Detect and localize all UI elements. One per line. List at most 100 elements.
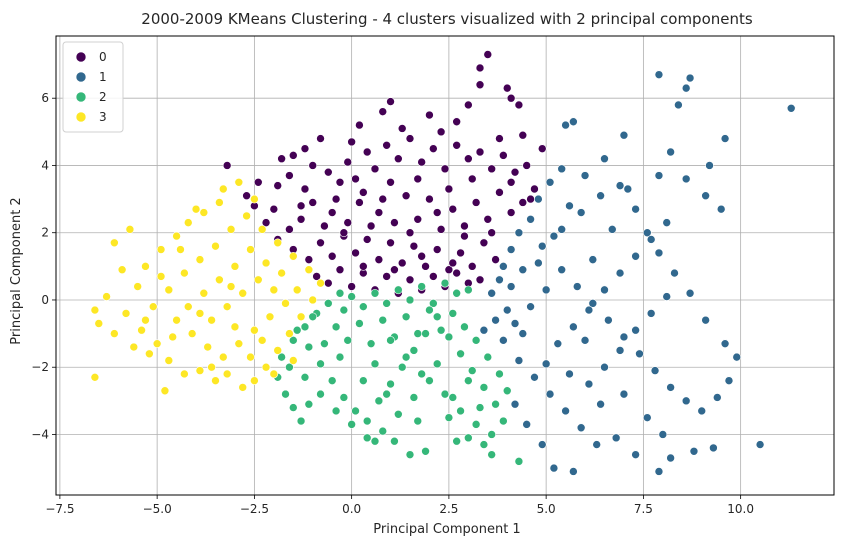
data-point-cluster-0 (475, 80, 485, 90)
data-point-cluster-3 (102, 292, 111, 301)
data-point-cluster-2 (335, 352, 345, 362)
data-point-cluster-2 (296, 416, 306, 426)
data-point-cluster-1 (549, 463, 559, 473)
x-tick-label: 2.5 (439, 502, 458, 516)
x-tick-label: −7.5 (45, 502, 74, 516)
data-point-cluster-0 (491, 255, 500, 264)
data-point-cluster-3 (246, 245, 255, 254)
y-tick-label: −2 (31, 360, 49, 374)
y-tick-label: −4 (31, 427, 49, 441)
data-point-cluster-0 (417, 251, 426, 261)
data-point-cluster-2 (448, 393, 458, 402)
data-point-cluster-1 (685, 73, 695, 83)
data-point-cluster-3 (156, 245, 166, 254)
data-point-cluster-1 (681, 174, 691, 184)
data-point-cluster-0 (308, 161, 318, 170)
data-point-cluster-0 (526, 194, 535, 204)
data-point-cluster-2 (382, 299, 391, 308)
data-point-cluster-0 (285, 225, 294, 234)
data-point-cluster-2 (429, 299, 438, 308)
data-point-cluster-1 (561, 406, 570, 416)
data-point-cluster-2 (425, 376, 434, 385)
data-point-cluster-1 (654, 171, 664, 180)
data-point-cluster-0 (487, 228, 496, 238)
data-point-cluster-0 (386, 177, 395, 187)
data-point-cluster-0 (405, 275, 415, 285)
data-point-cluster-0 (362, 235, 372, 244)
data-point-cluster-1 (510, 399, 520, 409)
data-point-cluster-3 (296, 312, 306, 322)
data-point-cluster-1 (526, 302, 535, 311)
data-point-cluster-0 (475, 275, 485, 285)
data-point-cluster-0 (464, 154, 473, 164)
data-point-cluster-0 (331, 194, 341, 204)
data-point-cluster-2 (432, 359, 442, 369)
data-point-cluster-2 (335, 288, 345, 298)
data-point-cluster-3 (226, 282, 236, 291)
data-point-cluster-2 (374, 396, 384, 406)
data-point-cluster-1 (530, 373, 539, 382)
data-point-cluster-3 (250, 194, 259, 204)
data-point-cluster-3 (316, 278, 325, 288)
data-point-cluster-3 (141, 315, 150, 325)
data-point-cluster-0 (222, 161, 232, 170)
data-point-cluster-1 (588, 255, 598, 264)
data-point-cluster-1 (569, 322, 578, 332)
data-point-cluster-3 (164, 285, 174, 295)
data-point-cluster-0 (405, 134, 415, 143)
x-axis-label: Principal Component 1 (373, 522, 520, 537)
data-point-cluster-2 (277, 352, 286, 362)
data-point-cluster-1 (666, 453, 675, 463)
data-point-cluster-1 (666, 147, 675, 157)
data-point-cluster-3 (183, 218, 193, 227)
data-point-cluster-3 (180, 369, 189, 379)
data-point-cluster-2 (370, 359, 380, 369)
data-point-cluster-3 (230, 322, 240, 332)
data-point-cluster-2 (456, 406, 465, 416)
data-point-cluster-3 (288, 356, 298, 365)
data-point-cluster-1 (619, 130, 629, 140)
data-point-cluster-2 (339, 393, 349, 402)
data-point-cluster-0 (288, 151, 298, 160)
data-point-cluster-0 (335, 265, 345, 275)
data-point-cluster-2 (362, 433, 372, 443)
data-point-cluster-1 (631, 450, 640, 459)
data-point-cluster-3 (195, 309, 205, 318)
x-tick-label: −2.5 (240, 502, 269, 516)
legend-label-1: 1 (99, 70, 107, 84)
data-point-cluster-0 (495, 134, 504, 143)
data-point-cluster-3 (183, 302, 193, 311)
data-point-cluster-1 (526, 214, 535, 224)
data-point-cluster-0 (537, 144, 547, 153)
plot-frame (55, 35, 835, 496)
data-point-cluster-1 (592, 440, 602, 449)
data-point-cluster-0 (351, 174, 360, 184)
data-point-cluster-1 (674, 100, 683, 110)
data-point-cluster-3 (288, 251, 298, 261)
data-point-cluster-1 (506, 245, 516, 254)
data-point-cluster-3 (250, 376, 259, 385)
data-point-cluster-2 (421, 446, 430, 456)
data-point-cluster-1 (701, 315, 710, 325)
data-point-cluster-3 (180, 268, 189, 278)
data-point-cluster-2 (320, 339, 329, 348)
data-point-cluster-0 (510, 167, 520, 177)
data-point-cluster-2 (394, 285, 403, 295)
legend-marker-0 (75, 51, 87, 63)
data-point-cluster-0 (475, 147, 485, 157)
legend-marker-1 (75, 71, 87, 83)
data-point-cluster-3 (129, 342, 139, 352)
data-point-cluster-2 (351, 406, 360, 416)
data-point-cluster-2 (495, 369, 504, 379)
data-point-cluster-2 (378, 426, 388, 436)
data-point-cluster-0 (448, 258, 458, 268)
data-point-cluster-1 (506, 282, 516, 291)
data-point-cluster-3 (238, 288, 248, 298)
data-point-cluster-1 (514, 356, 524, 365)
data-point-cluster-0 (273, 181, 283, 190)
data-point-cluster-2 (359, 376, 368, 385)
data-point-cluster-0 (316, 134, 325, 143)
data-point-cluster-0 (448, 204, 458, 214)
data-point-cluster-2 (359, 302, 368, 311)
data-point-cluster-1 (584, 379, 594, 389)
